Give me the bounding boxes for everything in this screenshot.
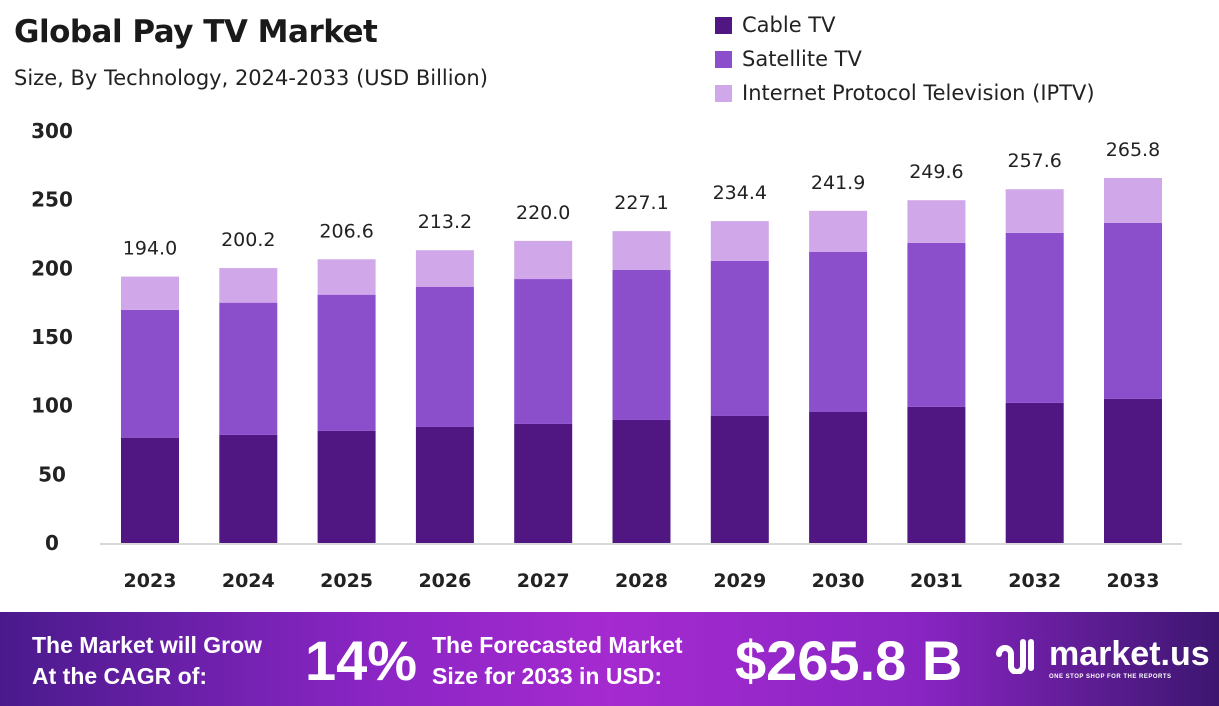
bar-segment-satellite (907, 242, 966, 407)
total-label: 206.6 (319, 220, 373, 242)
x-tick-label: 2026 (418, 570, 471, 592)
y-tick-label: 200 (31, 256, 73, 280)
x-tick-label: 2029 (713, 570, 766, 592)
bar-segment-cable (1104, 398, 1162, 543)
stacked-bar-chart: 0 50 100 150 200 250 300 194.0 2023 200.2 2024 206.… (31, 119, 1182, 592)
bar-segment-iptv (415, 250, 474, 287)
bar-segment-satellite (1005, 232, 1064, 403)
x-tick-label: 2030 (812, 570, 865, 592)
bar-segment-iptv (1005, 189, 1064, 233)
x-tick-label: 2031 (910, 570, 963, 592)
bar-segment-iptv (907, 200, 966, 243)
bar-segment-iptv (317, 259, 376, 295)
bar-segment-iptv (710, 221, 769, 261)
y-tick-label: 100 (31, 394, 73, 418)
legend-item-cable: Cable TV (715, 8, 1095, 42)
bar-segment-cable (809, 411, 868, 543)
bar-segment-satellite (809, 251, 868, 412)
bar-segment-iptv (809, 210, 868, 252)
bar-segment-cable (612, 419, 671, 543)
y-tick-label: 250 (31, 188, 73, 212)
x-tick-label: 2024 (222, 570, 275, 592)
x-tick-label: 2033 (1107, 570, 1160, 592)
legend-swatch (715, 50, 732, 68)
total-label: 265.8 (1106, 139, 1160, 161)
x-tick-label: 2028 (615, 570, 668, 592)
bar-segment-cable (514, 423, 573, 543)
total-label: 200.2 (221, 229, 275, 251)
bar-segment-cable (1005, 402, 1064, 543)
bar-segment-satellite (415, 286, 474, 427)
legend-swatch (715, 16, 732, 34)
x-tick-label: 2025 (320, 570, 373, 592)
bar-segment-iptv (1104, 177, 1162, 223)
bar-segment-cable (907, 406, 966, 543)
chart-subtitle: Size, By Technology, 2024-2033 (USD Bill… (14, 66, 488, 90)
total-label: 213.2 (418, 211, 472, 233)
cagr-value: 14% (305, 629, 418, 692)
x-tick-label: 2032 (1008, 570, 1061, 592)
total-label: 257.6 (1007, 150, 1061, 172)
y-tick-label: 150 (31, 325, 73, 349)
bar-segment-cable (317, 430, 376, 543)
bar-segment-cable (219, 434, 278, 543)
x-tick-label: 2023 (124, 570, 177, 592)
bar-segment-iptv (121, 276, 179, 310)
bar-segment-satellite (514, 279, 573, 424)
bar-segment-satellite (710, 260, 769, 416)
x-tick-label: 2027 (517, 570, 570, 592)
forecast-label: The Forecasted Market Size for 2033 in US… (432, 632, 683, 689)
bar-segment-satellite (612, 269, 671, 420)
chart-title: Global Pay TV Market (14, 14, 378, 50)
bar-segment-cable (121, 437, 179, 543)
bar-segment-cable (415, 426, 474, 543)
market-us-logo: market.us ONE STOP SHOP FOR THE REPORTS (995, 634, 1210, 680)
cagr-label: The Market will Grow At the CAGR of: (32, 632, 263, 689)
logo-icon (996, 639, 1034, 674)
legend-item-iptv: Internet Protocol Television (IPTV) (715, 76, 1095, 110)
total-label: 241.9 (811, 172, 865, 194)
total-label: 220.0 (516, 202, 570, 224)
total-label: 227.1 (614, 192, 668, 214)
bar-segment-satellite (1104, 222, 1162, 399)
legend-item-satellite: Satellite TV (715, 42, 1095, 76)
bar-segment-cable (710, 415, 769, 543)
bar-segment-satellite (219, 302, 278, 435)
y-tick-label: 50 (38, 462, 66, 486)
footer-banner: The Market will Grow At the CAGR of: 14% … (0, 612, 1219, 706)
bar-segment-satellite (121, 309, 179, 438)
y-tick-label: 300 (31, 119, 73, 143)
legend: Cable TV Satellite TV Internet Protocol … (715, 8, 1095, 110)
total-label: 194.0 (123, 238, 177, 260)
bar-segment-satellite (317, 294, 376, 431)
bar-segment-iptv (514, 240, 573, 280)
y-tick-label: 0 (45, 531, 59, 555)
bar-segment-iptv (219, 268, 278, 303)
total-label: 234.4 (713, 182, 767, 204)
bar-segment-iptv (612, 231, 671, 270)
total-label: 249.6 (909, 161, 963, 183)
forecast-value: $265.8 B (735, 629, 963, 692)
legend-swatch (715, 84, 732, 102)
